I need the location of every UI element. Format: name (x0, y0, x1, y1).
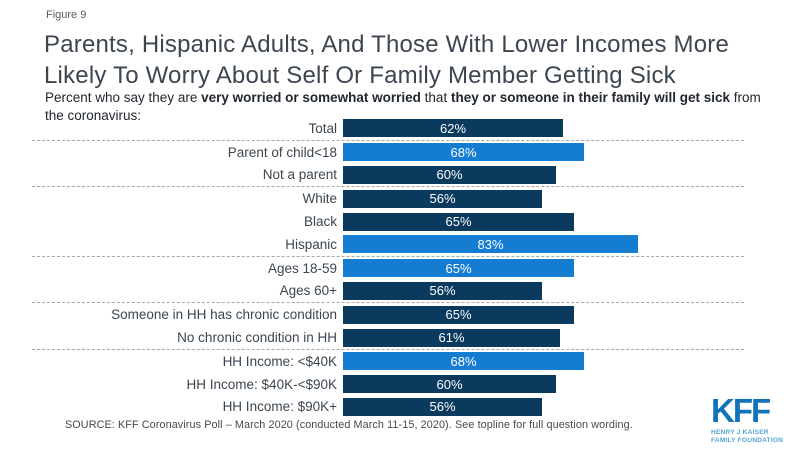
bar-track: 56% (343, 189, 800, 208)
bar: 68% (343, 352, 584, 371)
group-separator (32, 348, 744, 350)
bar-value-label: 65% (445, 214, 472, 230)
subtitle-bold-part: they or someone in their family will get… (450, 90, 731, 105)
bar-value-label: 65% (445, 260, 472, 276)
category-label: Total (308, 120, 337, 136)
bar-row: HH Income: $90K+ 56% (0, 396, 800, 419)
bar-track: 65% (343, 212, 800, 231)
kff-logo-text: KFF (711, 392, 771, 429)
bar: 65% (343, 212, 574, 231)
category-label: Ages 60+ (279, 283, 337, 299)
bar: 56% (343, 397, 542, 416)
bar: 60% (343, 375, 556, 394)
bar-value-label: 60% (436, 376, 463, 392)
source-note: SOURCE: KFF Coronavirus Poll – March 202… (65, 419, 633, 431)
bar-row: Black 65% (0, 210, 800, 233)
bar: 65% (343, 259, 574, 278)
category-label: Hispanic (285, 236, 337, 252)
category-label: No chronic condition in HH (177, 330, 337, 346)
category-label: Someone in HH has chronic condition (111, 307, 337, 323)
bar-row: Ages 18-59 65% (0, 257, 800, 280)
bar-value-label: 62% (439, 120, 467, 136)
subtitle-part: Percent who say they are (45, 90, 202, 105)
bar-row: Not a parent 60% (0, 164, 800, 187)
bar: 60% (343, 165, 556, 184)
subtitle-part: from the coronavirus: (45, 90, 761, 123)
bar-row: Parent of child<18 68% (0, 141, 800, 164)
bar-track: 60% (343, 165, 800, 184)
bar-value-label: 61% (438, 330, 465, 346)
group-separator (32, 139, 744, 141)
category-label: Black (303, 214, 337, 230)
category-label: HH Income: <$40K (222, 353, 337, 369)
chart-title: Parents, Hispanic Adults, And Those With… (44, 29, 789, 91)
category-label: Parent of child<18 (227, 144, 337, 160)
bar-row: Someone in HH has chronic condition 65% (0, 303, 800, 326)
bar: 61% (343, 328, 560, 347)
bar-track: 68% (343, 352, 800, 371)
subtitle-bold-part: very worried or somewhat worried (201, 90, 421, 105)
bar-row: Hispanic 83% (0, 233, 800, 256)
subtitle-part: that (420, 90, 451, 105)
bar-track: 62% (343, 119, 800, 138)
chart-title-line2: Likely To Worry About Self Or Family Mem… (44, 62, 676, 89)
figure-label: Figure 9 (46, 9, 87, 21)
bar-value-label: 68% (450, 353, 477, 369)
bar-track: 56% (343, 397, 800, 416)
kff-logo: KFF HENRY J KAISER FAMILY FOUNDATION (711, 394, 791, 444)
bar-value-label: 56% (429, 191, 456, 207)
bar-track: 65% (343, 259, 800, 278)
bar-row: HH Income: <$40K 68% (0, 350, 800, 373)
bar-row: White 56% (0, 187, 800, 210)
category-label: HH Income: $40K-<$90K (186, 376, 337, 392)
bar-row: HH Income: $40K-<$90K 60% (0, 373, 800, 396)
bar-value-label: 56% (429, 399, 456, 415)
kff-logo-subline2: FAMILY FOUNDATION (711, 436, 784, 444)
bar-chart: Total 62% Parent of child<18 68% Not a paren… (0, 117, 800, 418)
bar-value-label: 65% (445, 307, 472, 323)
bar-value-label: 60% (436, 167, 463, 183)
group-separator (32, 186, 744, 188)
bar-row: Total 62% (0, 117, 800, 140)
bar-track: 61% (343, 328, 800, 347)
bar: 56% (343, 281, 542, 300)
bar: 68% (343, 143, 584, 162)
group-separator (32, 255, 744, 257)
kff-logo-subtext: HENRY J KAISER FAMILY FOUNDATION (711, 429, 791, 444)
bar: 56% (343, 189, 542, 208)
category-label: Not a parent (262, 167, 337, 183)
bar: 83% (343, 235, 638, 254)
bar-value-label: 83% (477, 236, 504, 252)
category-label: White (302, 191, 337, 207)
bar-track: 65% (343, 305, 800, 324)
bar-value-label: 68% (450, 144, 477, 160)
chart-subtitle: Percent who say they are very worried or… (45, 89, 773, 124)
bar-track: 56% (343, 281, 800, 300)
bar-track: 83% (343, 235, 800, 254)
bar-track: 60% (343, 375, 800, 394)
bar-value-label: 56% (429, 283, 456, 299)
bar: 62% (343, 119, 563, 138)
bar-row: Ages 60+ 56% (0, 280, 800, 303)
bar: 65% (343, 305, 574, 324)
bar-row: No chronic condition in HH 61% (0, 326, 800, 349)
category-label: HH Income: $90K+ (222, 399, 337, 415)
kff-logo-subline1: HENRY J KAISER (711, 429, 769, 436)
category-label: Ages 18-59 (267, 260, 337, 276)
bar-track: 68% (343, 143, 800, 162)
chart-title-line1: Parents, Hispanic Adults, And Those With… (44, 31, 730, 58)
group-separator (32, 302, 744, 304)
